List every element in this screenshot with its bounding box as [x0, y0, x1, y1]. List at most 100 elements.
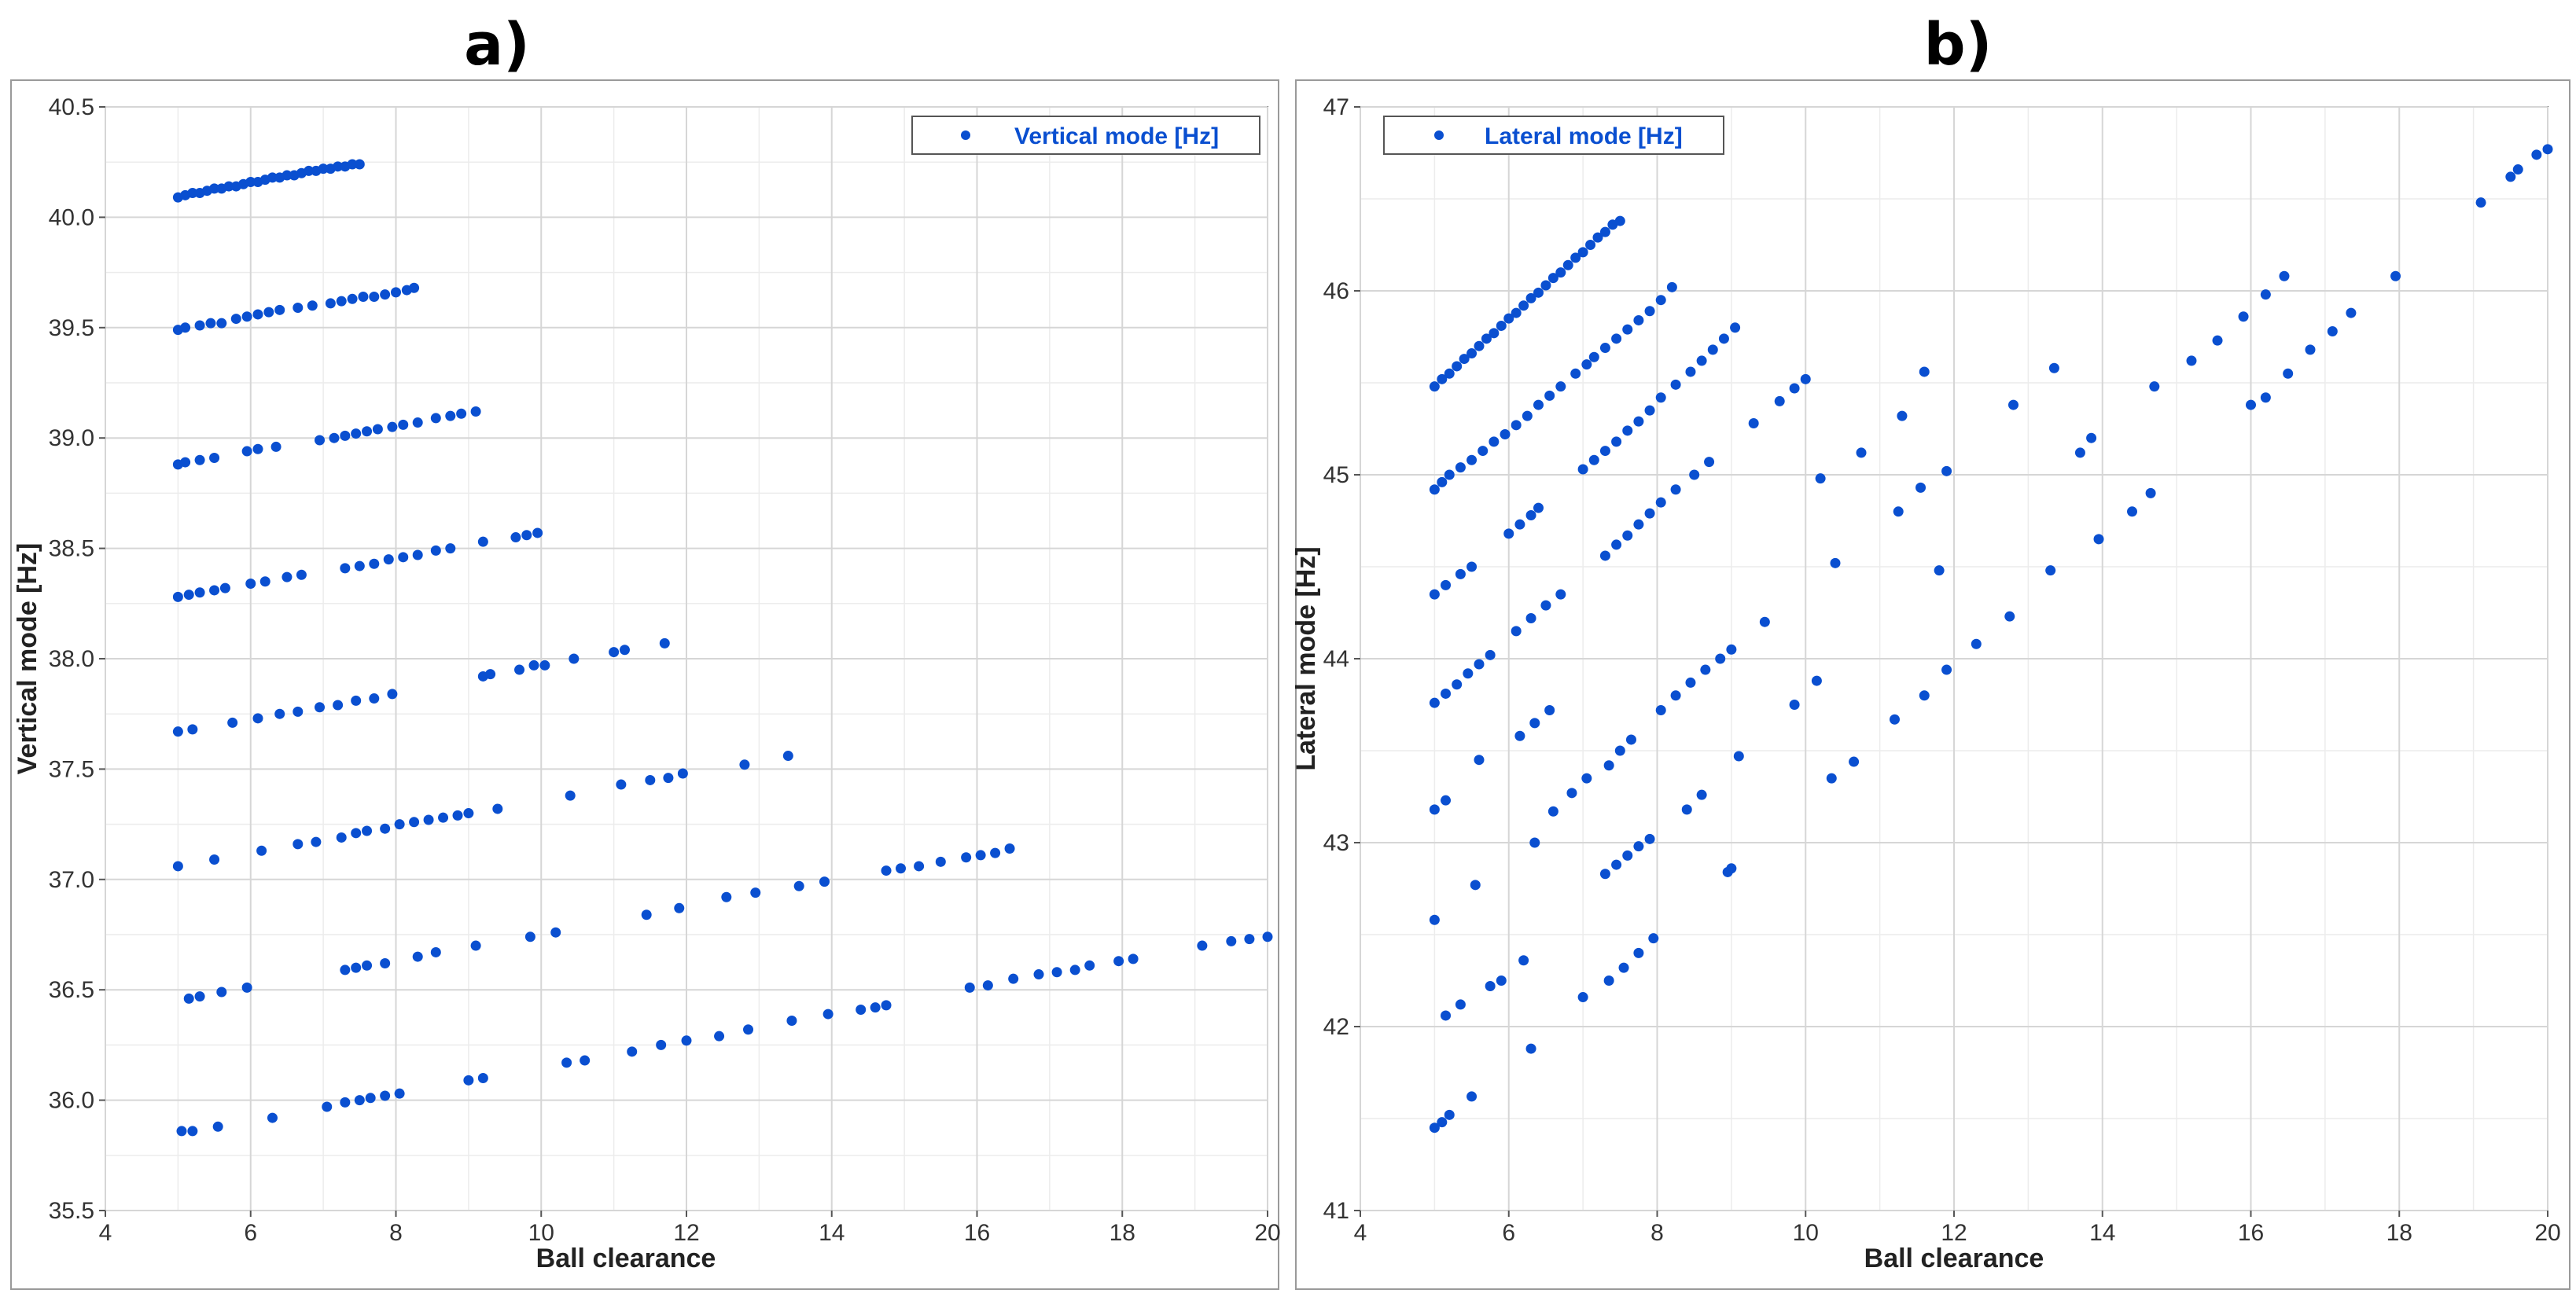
panel-a-series-points	[172, 159, 1273, 1137]
data-point	[714, 1031, 725, 1042]
x-tick-label: 12	[673, 1220, 699, 1246]
data-point	[340, 1097, 351, 1108]
data-point	[1511, 420, 1522, 431]
data-point	[1592, 232, 1603, 243]
data-point	[1655, 497, 1666, 508]
data-point	[398, 419, 409, 430]
data-point	[1262, 931, 1273, 942]
panel-b-y-ticks: 41 42 43 44 45 46 47	[1323, 94, 1360, 1224]
data-point	[1466, 561, 1478, 572]
data-point	[2008, 399, 2018, 410]
data-point	[307, 300, 318, 311]
y-tick-label: 36.0	[49, 1088, 94, 1114]
data-point	[521, 530, 532, 541]
data-point	[340, 430, 351, 441]
y-tick-label: 35.5	[49, 1198, 94, 1224]
data-point	[935, 856, 946, 867]
data-point	[1529, 718, 1540, 729]
data-point	[430, 545, 441, 556]
panel-b-legend[interactable]: Lateral mode [Hz]	[1383, 116, 1724, 155]
data-point	[1489, 328, 1500, 339]
x-tick-label: 18	[2386, 1220, 2412, 1246]
data-point	[1544, 705, 1555, 716]
data-point	[1113, 956, 1124, 967]
data-point	[304, 165, 315, 176]
data-point	[354, 1095, 365, 1106]
data-point	[172, 861, 183, 872]
data-point	[1474, 755, 1485, 766]
data-point	[2186, 355, 2197, 366]
data-point	[561, 1057, 572, 1068]
data-point	[528, 660, 539, 671]
y-tick-label: 44	[1323, 646, 1349, 672]
data-point	[270, 441, 282, 452]
data-point	[252, 713, 263, 724]
data-point	[1655, 392, 1666, 403]
panel-a-y-ticks: 35.5 36.0 36.5 37.0 37.5 38.0 38.5 39.0 39.5 40.0…	[49, 94, 105, 1224]
data-point	[1481, 333, 1492, 344]
panel-b-x-ticks: 4 6 8 10 12 14 16 18 20	[1354, 1211, 2561, 1246]
data-point	[1644, 405, 1655, 416]
data-point	[1547, 806, 1558, 817]
data-point	[550, 927, 561, 938]
data-point	[216, 987, 227, 998]
data-point	[743, 1024, 754, 1035]
data-point	[351, 828, 362, 839]
data-point	[362, 960, 373, 971]
panel-a-legend[interactable]: Vertical mode [Hz]	[911, 116, 1260, 155]
data-point	[619, 645, 630, 656]
y-tick-label: 38.0	[49, 646, 94, 672]
data-point	[961, 852, 972, 863]
data-point	[1581, 773, 1592, 784]
data-point	[1525, 613, 1536, 624]
data-point	[1611, 539, 1622, 550]
data-point	[252, 309, 263, 320]
data-point	[391, 287, 401, 298]
data-point	[351, 428, 362, 439]
data-point	[1585, 240, 1596, 250]
data-point	[1715, 653, 1726, 664]
data-point	[325, 298, 336, 309]
data-point	[2004, 611, 2015, 622]
data-point	[1644, 508, 1655, 519]
data-point	[1633, 519, 1644, 530]
data-point	[315, 435, 326, 446]
y-tick-label: 46	[1323, 278, 1349, 304]
data-point	[1941, 465, 1952, 476]
data-point	[329, 432, 340, 443]
data-point	[793, 880, 804, 891]
data-point	[1441, 579, 1452, 590]
data-point	[1547, 273, 1558, 284]
data-point	[219, 582, 230, 593]
data-point	[1633, 947, 1644, 958]
data-point	[340, 964, 351, 976]
data-point	[456, 408, 467, 419]
data-point	[183, 993, 194, 1004]
data-point	[1599, 226, 1610, 237]
data-point	[412, 549, 423, 560]
panel-a-legend-marker	[961, 130, 970, 140]
y-tick-label: 40.5	[49, 94, 94, 120]
data-point	[293, 706, 304, 717]
data-point	[681, 1035, 692, 1046]
data-point	[470, 406, 481, 417]
data-point	[1815, 473, 1826, 484]
data-point	[1244, 934, 1255, 945]
data-point	[1429, 589, 1440, 600]
data-point	[1474, 340, 1485, 351]
data-point	[430, 413, 441, 424]
data-point	[2093, 534, 2104, 545]
data-point	[1726, 644, 1737, 655]
panel-b-series-points	[1429, 144, 2553, 1133]
data-point	[1704, 457, 1715, 468]
data-point	[1893, 506, 1904, 517]
data-point	[1084, 960, 1095, 971]
data-point	[1500, 429, 1511, 440]
y-tick-label: 37.0	[49, 867, 94, 893]
data-point	[1033, 969, 1044, 980]
data-point	[1518, 300, 1529, 311]
data-point	[293, 303, 304, 314]
x-tick-label: 6	[244, 1220, 257, 1246]
data-point	[524, 931, 535, 942]
